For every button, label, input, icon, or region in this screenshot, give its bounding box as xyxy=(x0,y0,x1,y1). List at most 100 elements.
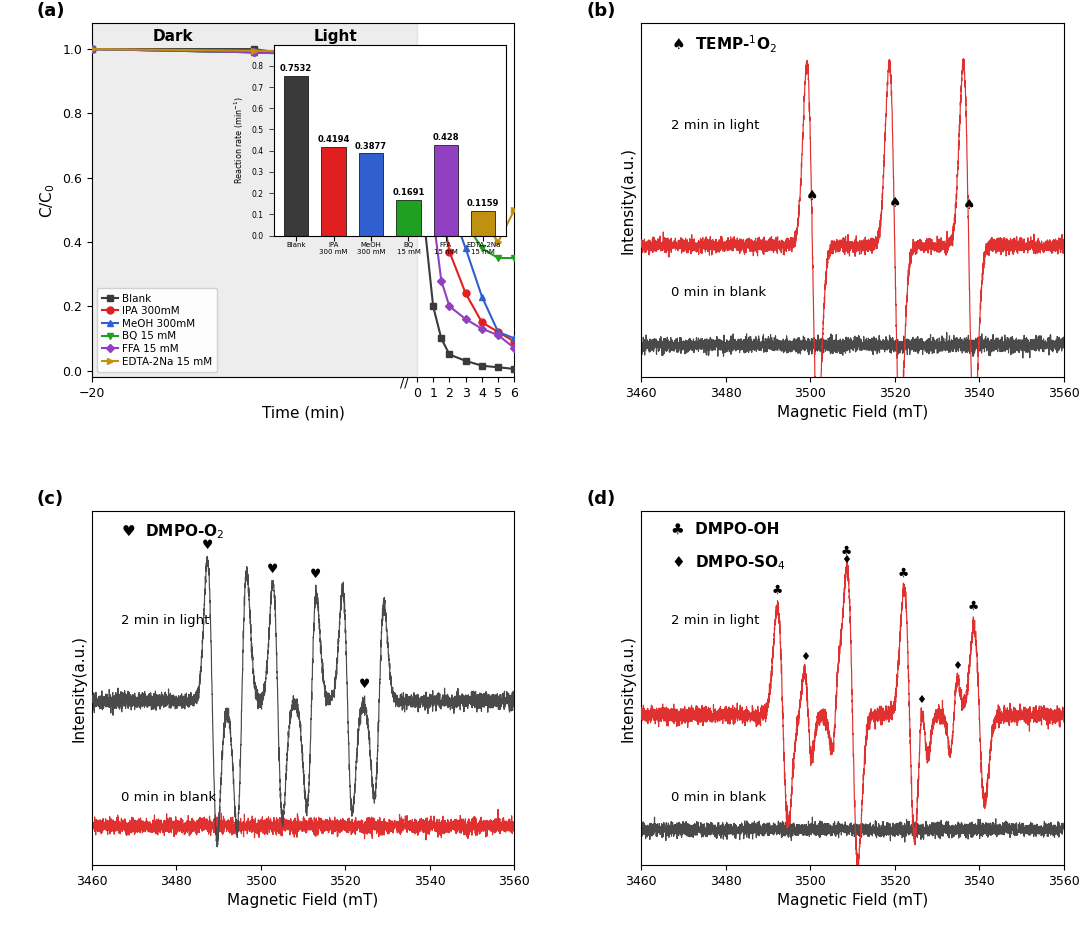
MeOH 300mM xyxy=(443,198,456,209)
MeOH 300mM xyxy=(419,82,432,94)
MeOH 300mM xyxy=(508,333,521,344)
Blank xyxy=(410,67,423,79)
Text: ♥: ♥ xyxy=(267,563,278,576)
Y-axis label: Intensity(a.u.): Intensity(a.u.) xyxy=(621,635,636,741)
Line: IPA 300mM: IPA 300mM xyxy=(414,53,518,345)
Blank xyxy=(475,360,488,371)
IPA 300mM xyxy=(443,246,456,257)
EDTA-2Na 15 mM xyxy=(435,143,448,154)
MeOH 300mM xyxy=(410,51,423,63)
Text: ♥: ♥ xyxy=(310,568,322,581)
Text: ♥  DMPO-O$_2$: ♥ DMPO-O$_2$ xyxy=(121,522,225,540)
Line: Blank: Blank xyxy=(414,70,518,372)
IPA 300mM xyxy=(491,326,504,338)
Text: ♦: ♦ xyxy=(841,554,851,565)
Text: 0 min in blank: 0 min in blank xyxy=(121,791,216,804)
Text: (d): (d) xyxy=(586,490,616,509)
IPA 300mM xyxy=(508,336,521,347)
Text: Dark: Dark xyxy=(152,29,193,44)
BQ 15 mM xyxy=(491,252,504,264)
BQ 15 mM xyxy=(459,217,472,228)
IPA 300mM xyxy=(459,288,472,299)
FFA 15 mM xyxy=(443,301,456,312)
Text: ♣: ♣ xyxy=(968,600,978,613)
Text: 0 min in blank: 0 min in blank xyxy=(671,791,766,804)
Text: Light: Light xyxy=(313,29,357,44)
EDTA-2Na 15 mM xyxy=(419,63,432,74)
MeOH 300mM xyxy=(427,121,440,132)
Text: ♠  TEMP-$^1$O$_2$: ♠ TEMP-$^1$O$_2$ xyxy=(671,34,777,55)
Text: 2 min in light: 2 min in light xyxy=(671,614,759,627)
FFA 15 mM xyxy=(419,127,432,138)
Text: ♣: ♣ xyxy=(841,545,852,557)
Text: 2 min in light: 2 min in light xyxy=(671,120,759,133)
FFA 15 mM xyxy=(508,342,521,353)
Text: ♣  DMPO-OH: ♣ DMPO-OH xyxy=(671,522,779,537)
MeOH 300mM xyxy=(435,165,448,177)
Text: ♠: ♠ xyxy=(889,196,901,210)
Line: EDTA-2Na 15 mM: EDTA-2Na 15 mM xyxy=(414,49,518,245)
IPA 300mM xyxy=(475,317,488,328)
Blank xyxy=(508,364,521,375)
BQ 15 mM xyxy=(508,252,521,264)
Text: (c): (c) xyxy=(37,490,64,509)
BQ 15 mM xyxy=(475,243,488,254)
BQ 15 mM xyxy=(410,55,423,66)
EDTA-2Na 15 mM xyxy=(475,214,488,225)
BQ 15 mM xyxy=(435,159,448,170)
FFA 15 mM xyxy=(475,324,488,335)
Y-axis label: Intensity(a.u.): Intensity(a.u.) xyxy=(71,635,86,741)
IPA 300mM xyxy=(435,201,448,212)
EDTA-2Na 15 mM xyxy=(443,172,456,183)
Text: ♥: ♥ xyxy=(359,679,370,692)
EDTA-2Na 15 mM xyxy=(410,47,423,58)
EDTA-2Na 15 mM xyxy=(427,111,440,122)
BQ 15 mM xyxy=(419,85,432,96)
X-axis label: Magnetic Field (mT): Magnetic Field (mT) xyxy=(777,893,928,908)
Bar xyxy=(92,23,417,377)
Y-axis label: C/C$_0$: C/C$_0$ xyxy=(38,183,56,218)
IPA 300mM xyxy=(427,156,440,167)
FFA 15 mM xyxy=(410,50,423,61)
Text: ♣: ♣ xyxy=(897,567,909,580)
Blank xyxy=(443,349,456,360)
X-axis label: Time (min): Time (min) xyxy=(261,405,345,420)
Text: (b): (b) xyxy=(586,2,616,21)
Line: MeOH 300mM: MeOH 300mM xyxy=(414,53,518,342)
FFA 15 mM xyxy=(491,329,504,340)
X-axis label: Magnetic Field (mT): Magnetic Field (mT) xyxy=(228,893,379,908)
Text: 0 min in blank: 0 min in blank xyxy=(671,285,766,298)
Text: ♦: ♦ xyxy=(916,696,927,705)
Text: (a): (a) xyxy=(37,2,66,21)
BQ 15 mM xyxy=(427,137,440,148)
Text: 2 min in light: 2 min in light xyxy=(121,614,210,627)
X-axis label: Magnetic Field (mT): Magnetic Field (mT) xyxy=(777,405,928,420)
EDTA-2Na 15 mM xyxy=(508,204,521,215)
Legend: Blank, IPA 300mM, MeOH 300mM, BQ 15 mM, FFA 15 mM, EDTA-2Na 15 mM: Blank, IPA 300mM, MeOH 300mM, BQ 15 mM, … xyxy=(97,288,217,372)
EDTA-2Na 15 mM xyxy=(459,198,472,209)
FFA 15 mM xyxy=(427,210,440,222)
Text: ♦: ♦ xyxy=(800,652,810,662)
Line: BQ 15 mM: BQ 15 mM xyxy=(414,57,518,262)
MeOH 300mM xyxy=(491,326,504,338)
Blank xyxy=(459,355,472,367)
Text: ♦: ♦ xyxy=(953,660,962,670)
Text: ♥: ♥ xyxy=(202,539,213,552)
Text: ♣: ♣ xyxy=(772,583,783,597)
Text: ♠: ♠ xyxy=(806,189,819,203)
Blank xyxy=(435,333,448,344)
Text: //: // xyxy=(400,376,408,389)
IPA 300mM xyxy=(410,51,423,63)
FFA 15 mM xyxy=(435,275,448,286)
EDTA-2Na 15 mM xyxy=(491,237,504,248)
Text: ♦  DMPO-SO$_4$: ♦ DMPO-SO$_4$ xyxy=(671,554,785,572)
Blank xyxy=(491,362,504,373)
IPA 300mM xyxy=(419,101,432,112)
FFA 15 mM xyxy=(459,313,472,324)
Text: ♠: ♠ xyxy=(962,198,975,212)
Line: FFA 15 mM: FFA 15 mM xyxy=(414,52,517,351)
Blank xyxy=(427,301,440,312)
Blank xyxy=(419,223,432,235)
MeOH 300mM xyxy=(459,243,472,254)
Y-axis label: Intensity(a.u.): Intensity(a.u.) xyxy=(621,147,636,253)
